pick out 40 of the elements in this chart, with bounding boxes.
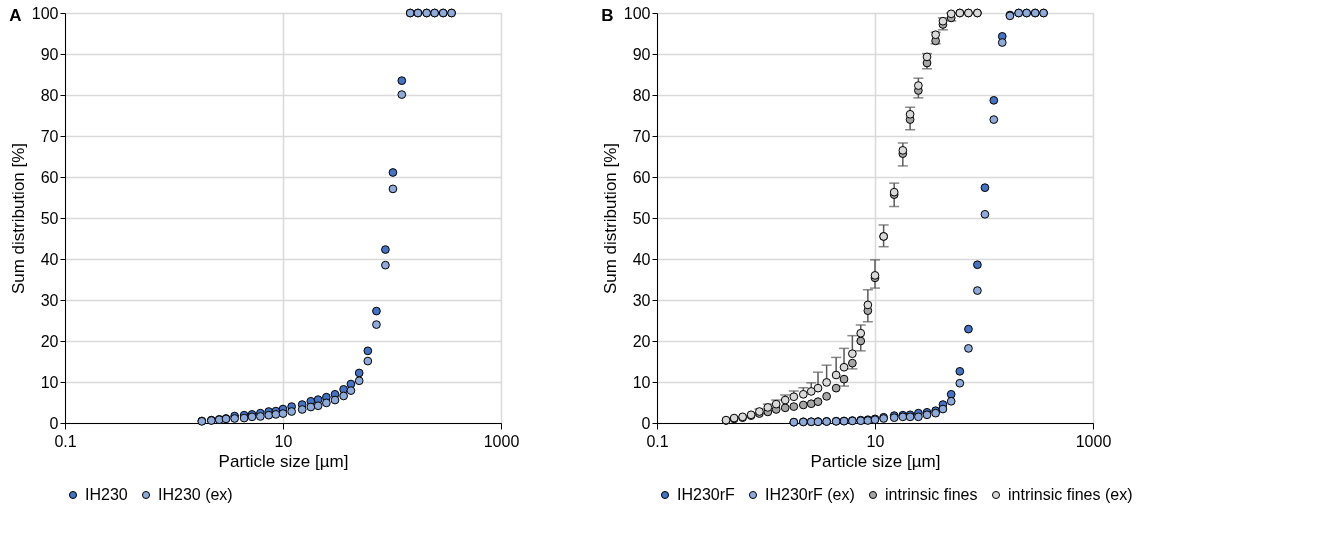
legend-label: IH230rF (677, 486, 736, 503)
y-tick-label: 70 (40, 127, 59, 145)
y-tick-label: 40 (40, 250, 59, 268)
y-tick-label: 30 (40, 291, 59, 309)
y-tick-label: 10 (632, 373, 651, 391)
y-tick-label: 50 (40, 209, 59, 227)
y-tick-label: 90 (632, 45, 651, 63)
x-tick-label: 0.1 (646, 432, 669, 450)
chart-title: B (601, 6, 614, 25)
y-tick-label: 30 (632, 291, 651, 309)
y-tick-label: 80 (632, 86, 651, 104)
legend-label: intrinsic fines (ex) (1008, 486, 1133, 503)
y-tick-label: 20 (40, 332, 59, 350)
x-tick-label: 1000 (1075, 432, 1112, 450)
y-tick-label: 100 (623, 4, 651, 22)
x-tick-label: 0.1 (54, 432, 77, 450)
x-tick-label: 10 (866, 432, 885, 450)
y-tick-label: 20 (632, 332, 651, 350)
y-tick-label: 50 (632, 209, 651, 227)
y-tick-label: 100 (31, 4, 59, 22)
x-axis-title: Particle size [µm] (218, 451, 349, 471)
x-tick-label: 10 (274, 432, 293, 450)
y-tick-label: 0 (49, 414, 59, 432)
y-tick-label: 70 (632, 127, 651, 145)
legend-label: IH230 (ex) (158, 486, 233, 503)
y-axis-title: Sum distribution [%] (8, 142, 28, 295)
y-tick-label: 10 (40, 373, 59, 391)
chart-title: A (9, 6, 22, 25)
y-tick-label: 60 (632, 168, 651, 186)
legend-label: intrinsic fines (885, 486, 978, 503)
legend-label: IH230 (85, 486, 128, 503)
legend-label: IH230rF (ex) (765, 486, 855, 503)
y-tick-label: 80 (40, 86, 59, 104)
y-tick-label: 40 (632, 250, 651, 268)
y-tick-label: 0 (641, 414, 651, 432)
y-tick-label: 90 (40, 45, 59, 63)
y-tick-label: 60 (40, 168, 59, 186)
y-axis-title: Sum distribution [%] (600, 142, 620, 295)
x-tick-label: 1000 (483, 432, 520, 450)
x-axis-title: Particle size [µm] (810, 451, 941, 471)
